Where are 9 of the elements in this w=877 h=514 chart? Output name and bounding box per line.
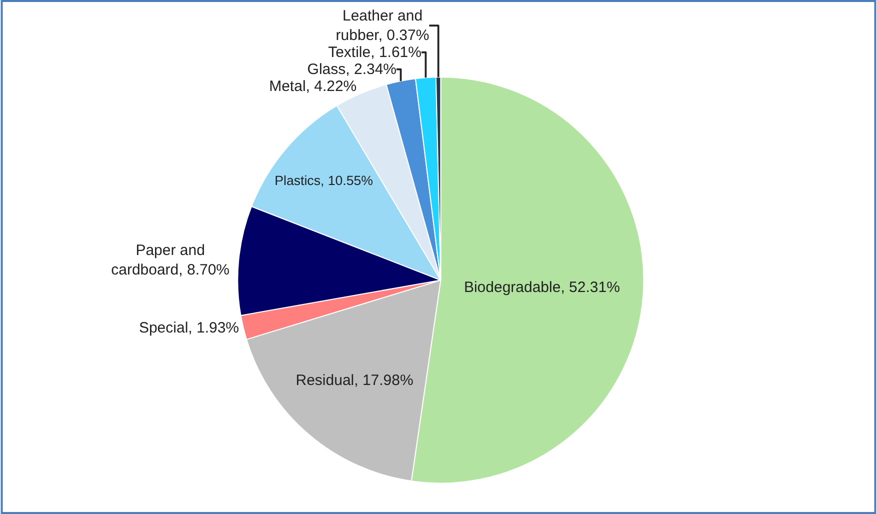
slice-label: Glass, 2.34%	[307, 60, 397, 78]
slice-label: Textile, 1.61%	[328, 44, 422, 61]
slice-label: Residual, 17.98%	[296, 372, 414, 389]
slice-label: Special, 1.93%	[138, 320, 240, 337]
slice-label: Plastics, 10.55%	[274, 173, 374, 188]
slice-label: Paper and cardboard, 8.70%	[111, 242, 230, 278]
slice-label: Leather and rubber, 0.37%	[336, 7, 430, 44]
slice-label: Biodegradable, 52.31%	[464, 278, 620, 296]
slice-label: Metal, 4.22%	[269, 78, 357, 95]
